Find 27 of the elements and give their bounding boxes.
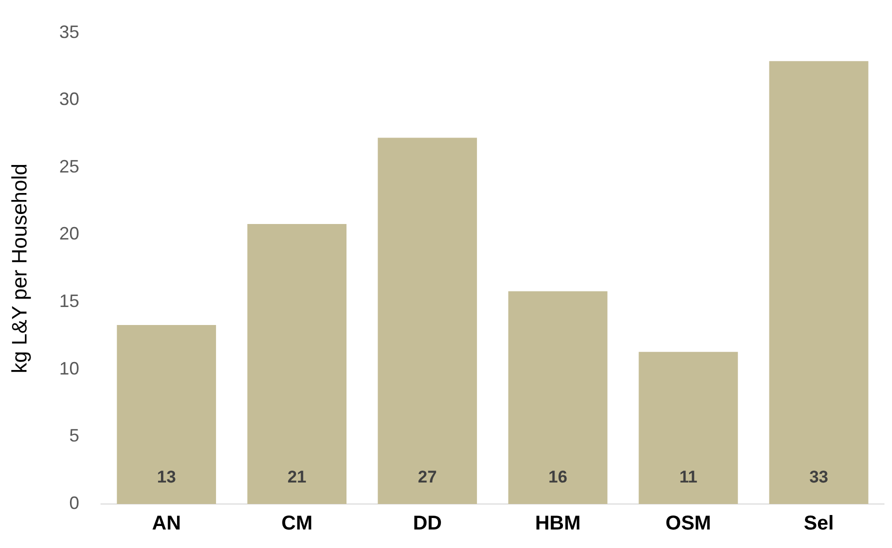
bar: [378, 138, 477, 504]
y-tick-label: 35: [59, 22, 80, 42]
y-axis-title: kg L&Y per Household: [8, 164, 32, 374]
y-tick-label: 10: [59, 358, 80, 378]
y-tick-label: 0: [69, 492, 80, 513]
x-tick-label: CM: [281, 512, 312, 535]
x-tick-label: Sel: [804, 512, 834, 535]
x-tick-label: AN: [152, 512, 181, 535]
bar: [769, 61, 868, 504]
x-tick-label: HBM: [535, 512, 581, 535]
data-label: 21: [287, 468, 306, 487]
y-tick-label: 15: [59, 291, 80, 312]
x-tick-label: DD: [412, 512, 442, 535]
y-tick-label: 5: [69, 426, 80, 446]
y-tick-label: 25: [59, 156, 80, 176]
bar: [247, 224, 346, 504]
x-tick-label: OSM: [666, 512, 712, 535]
data-label: 13: [156, 468, 176, 487]
data-label: 16: [548, 468, 568, 487]
data-label: 27: [418, 468, 437, 487]
bar: [638, 352, 738, 504]
y-tick-label: 30: [59, 89, 80, 110]
bar: [508, 291, 608, 504]
data-label: 33: [809, 468, 828, 487]
y-tick-label: 20: [59, 224, 80, 244]
data-label: 11: [679, 468, 698, 487]
bar: [116, 324, 216, 504]
